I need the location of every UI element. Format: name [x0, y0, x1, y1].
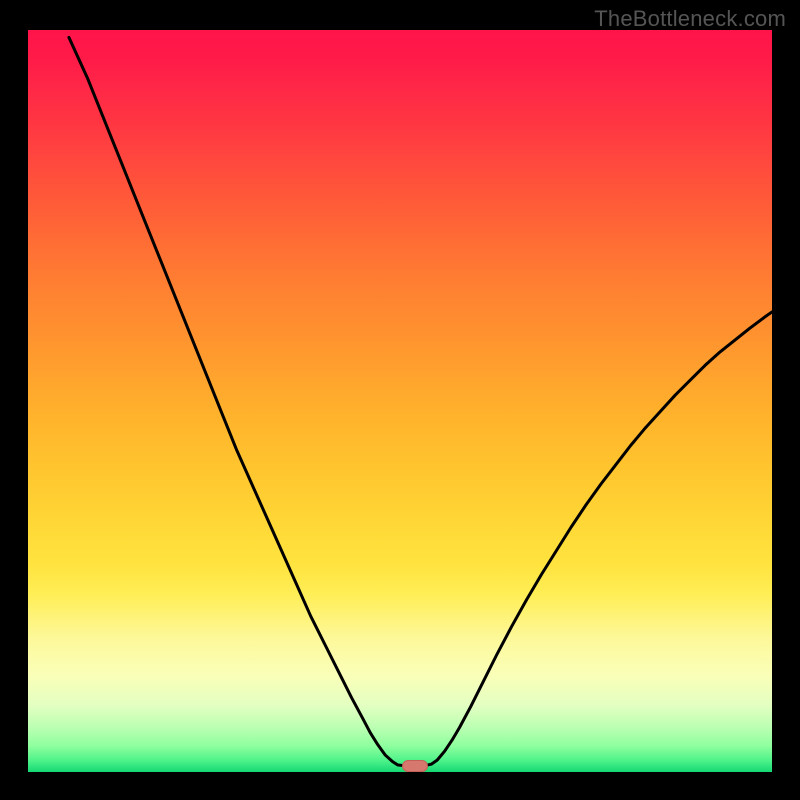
bottleneck-curve: [28, 30, 772, 772]
chart-frame: TheBottleneck.com: [0, 0, 800, 800]
watermark-text: TheBottleneck.com: [594, 6, 786, 32]
plot-area: [28, 30, 772, 772]
optimal-marker: [402, 760, 427, 772]
